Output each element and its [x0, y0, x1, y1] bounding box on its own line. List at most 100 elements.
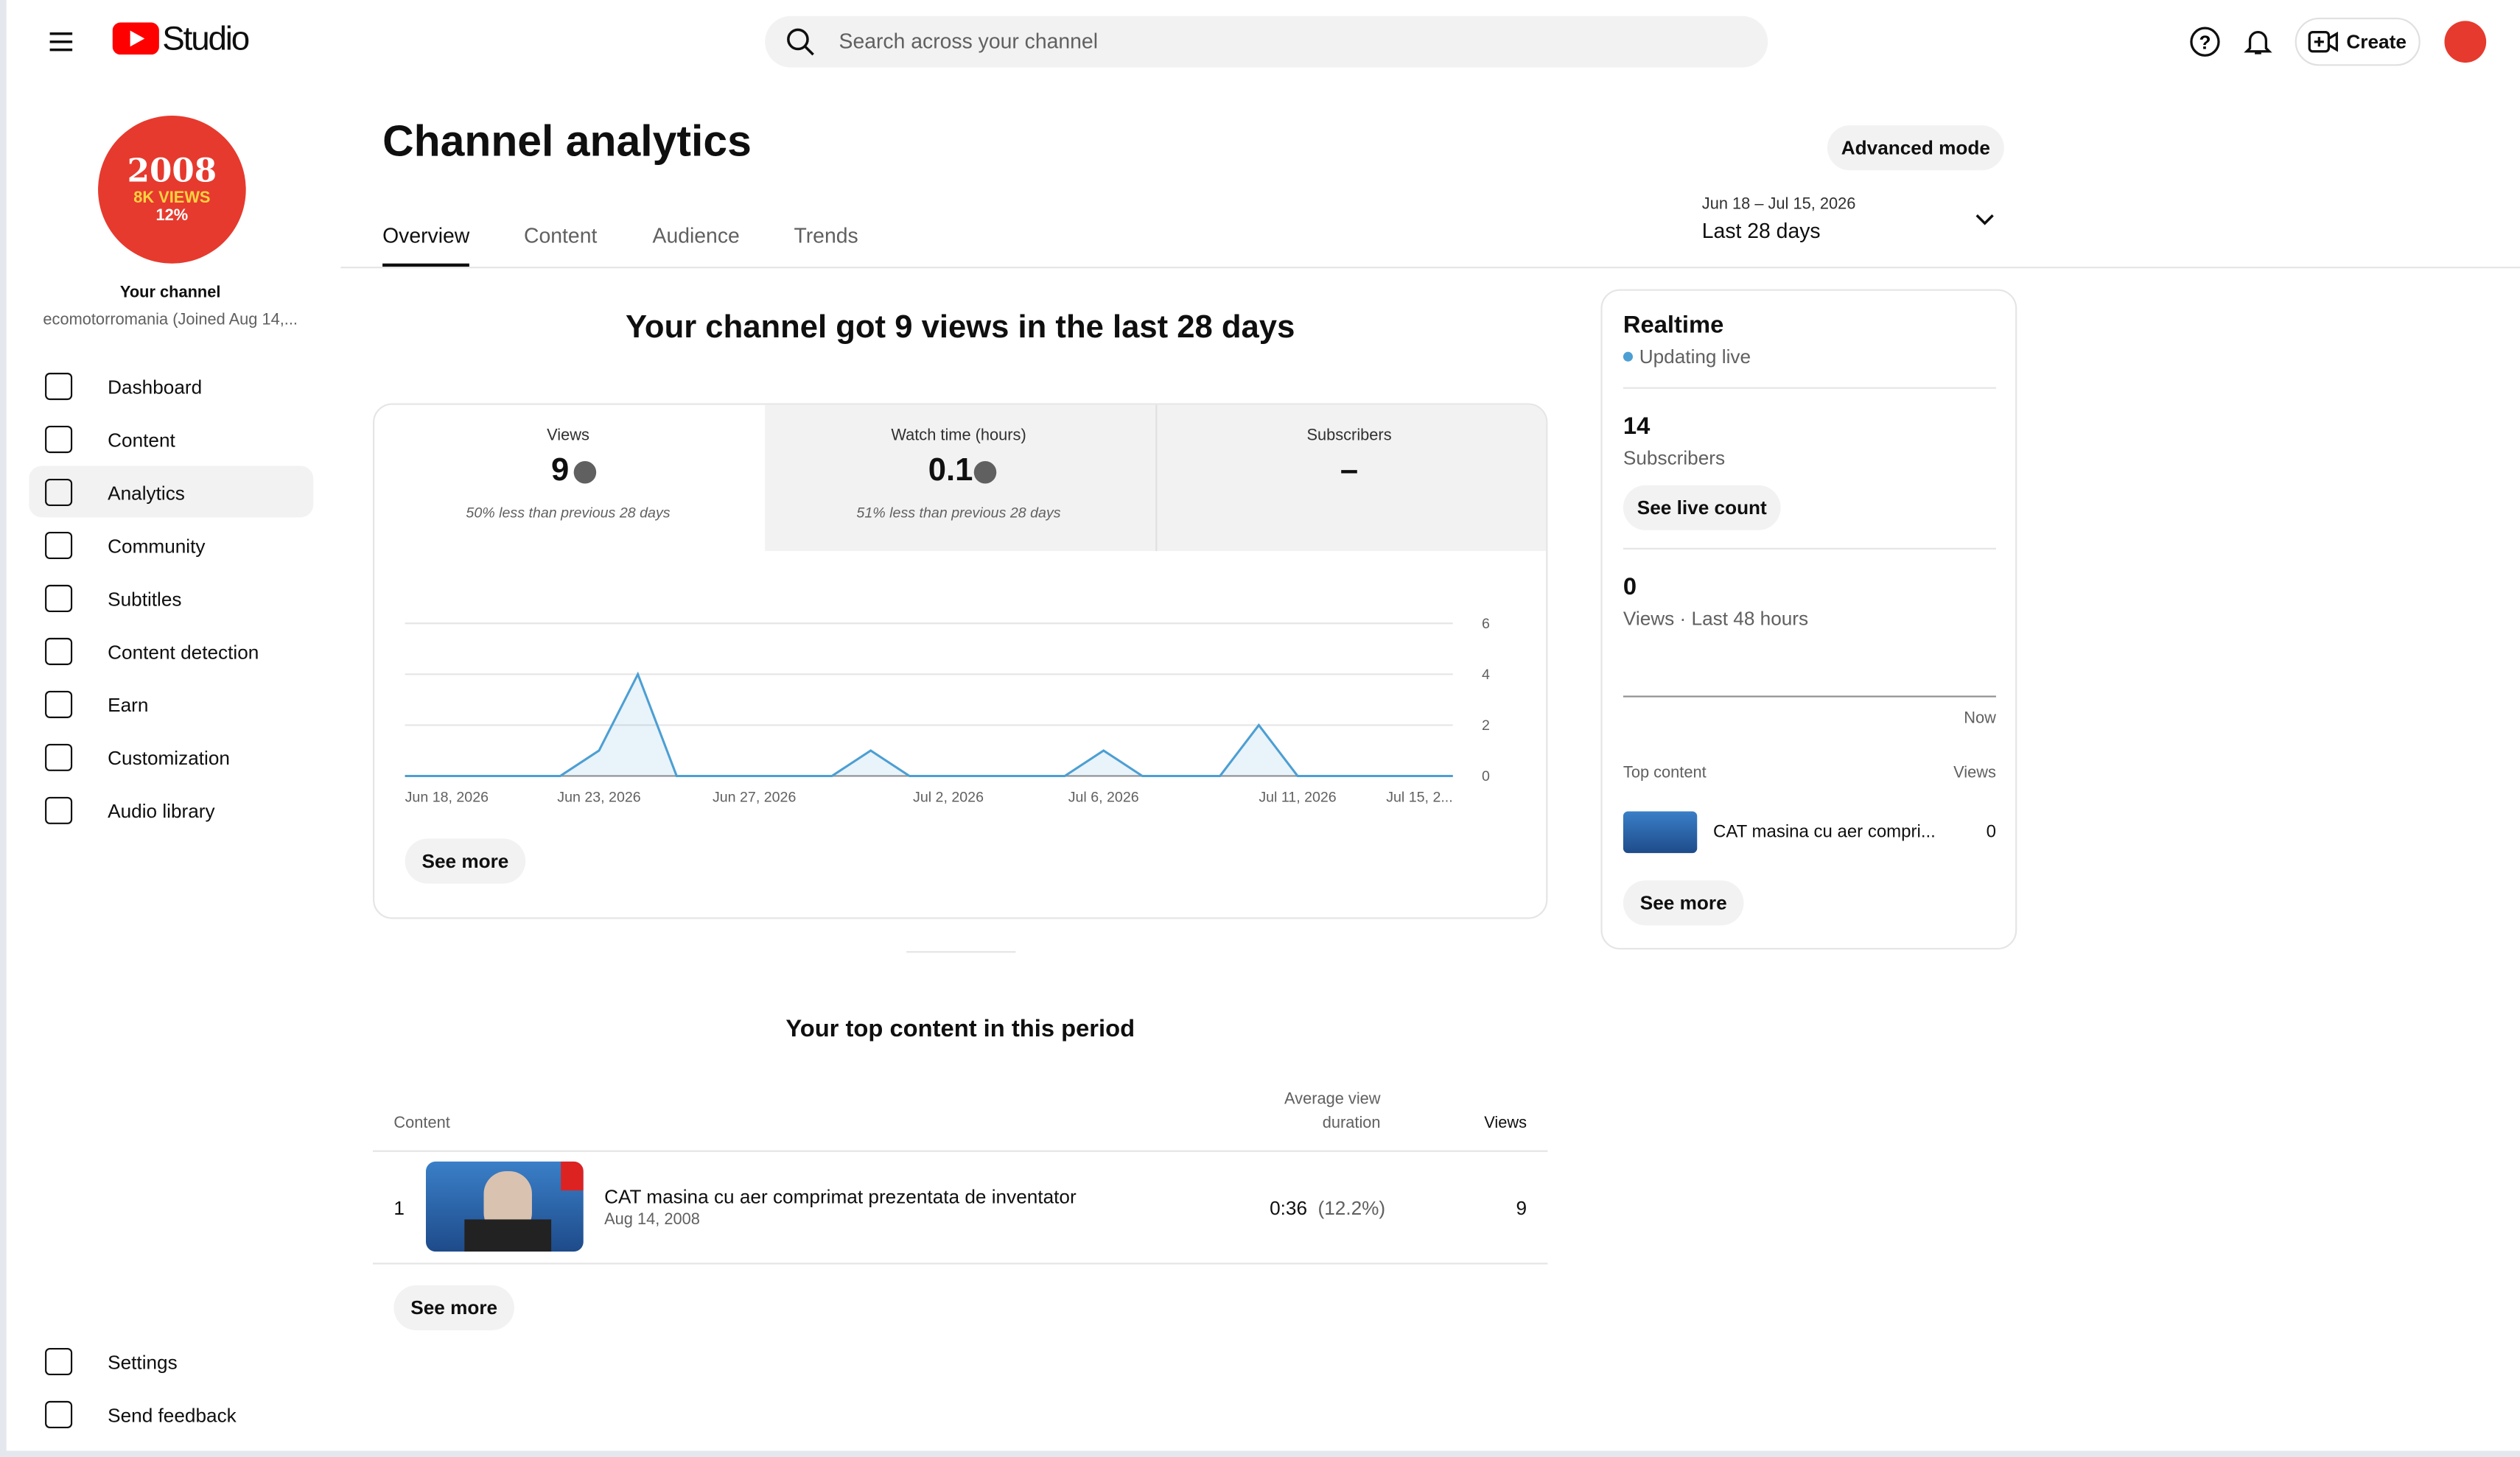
realtime-views-label: Views · Last 48 hours — [1623, 607, 1809, 630]
channel-label: Your channel — [119, 284, 221, 303]
x-tick-label: Jul 11, 2026 — [1259, 789, 1336, 805]
date-range[interactable]: Jun 18 – Jul 15, 2026 — [1701, 196, 1856, 214]
nav-icon[interactable] — [45, 531, 73, 560]
column-header: Content — [393, 1114, 450, 1133]
search-box[interactable] — [765, 15, 1768, 68]
metric-tabs-bg — [765, 404, 1547, 552]
views: 9 — [1516, 1196, 1527, 1220]
nav-item[interactable]: Content detection — [108, 641, 259, 664]
nav-icon[interactable] — [45, 425, 73, 454]
metric-separator — [1155, 404, 1158, 552]
column-header: Average view — [1284, 1090, 1381, 1109]
see-live-count-button[interactable]: See live count — [1623, 485, 1781, 530]
search-icon — [787, 28, 814, 56]
avatar-text: 8K VIEWS — [133, 189, 211, 208]
metric-value[interactable]: – — [1340, 453, 1359, 489]
nav-icon[interactable] — [45, 796, 73, 824]
headline: Your channel got 9 views in the last 28 … — [626, 309, 1295, 345]
divider — [373, 1150, 1548, 1152]
video-title[interactable]: CAT masina cu aer comprimat prezentata d… — [604, 1185, 1077, 1209]
divider — [906, 951, 1016, 953]
period[interactable]: Last 28 days — [1701, 218, 1821, 243]
column-header: Views — [1484, 1114, 1527, 1133]
top-content-label: Top content — [1623, 765, 1707, 783]
top-content-title: Your top content in this period — [785, 1015, 1135, 1043]
tab[interactable]: Audience — [652, 223, 740, 247]
metric-value[interactable]: 9 — [550, 453, 570, 489]
column-header: duration — [1322, 1114, 1381, 1133]
now-label: Now — [1964, 710, 1996, 728]
nav-item[interactable]: Community — [108, 535, 206, 558]
avg-percent: (12.2%) — [1317, 1196, 1386, 1220]
see-more-button[interactable]: See more — [393, 1285, 514, 1330]
metric-label[interactable]: Subscribers — [1306, 427, 1392, 446]
nav-item[interactable]: Send feedback — [108, 1404, 237, 1427]
tab[interactable]: Overview — [382, 223, 470, 247]
nav-icon[interactable] — [45, 1400, 73, 1428]
x-tick-label: Jun 27, 2026 — [713, 789, 796, 805]
nav-icon[interactable] — [45, 743, 73, 771]
nav-icon[interactable] — [45, 584, 73, 612]
brand[interactable]: Studio — [162, 21, 250, 58]
rank: 1 — [393, 1196, 405, 1220]
metric-value[interactable]: 0.1 — [928, 453, 973, 489]
x-tick-label: Jul 2, 2026 — [913, 789, 984, 805]
nav-item[interactable]: Settings — [108, 1351, 178, 1374]
subscriber-count: 14 — [1623, 412, 1651, 440]
nav-item[interactable]: Dashboard — [108, 376, 203, 399]
svg-text:?: ? — [2199, 32, 2211, 54]
see-more-button[interactable]: See more — [1623, 880, 1744, 926]
channel-name: ecomotorromania (Joined Aug 14,... — [43, 312, 298, 330]
divider — [373, 1263, 1548, 1265]
realtime-baseline — [1623, 695, 1996, 698]
nav-icon[interactable] — [45, 690, 73, 718]
nav-item[interactable]: Earn — [108, 694, 149, 717]
nav-item[interactable]: Audio library — [108, 800, 215, 823]
advanced-mode-button[interactable]: Advanced mode — [1827, 125, 2004, 171]
create-icon — [2308, 30, 2338, 53]
overview-card — [373, 403, 1548, 919]
metric-note: 50% less than previous 28 days — [466, 504, 671, 521]
see-more-button[interactable]: See more — [405, 838, 526, 884]
create-button[interactable] — [2295, 17, 2421, 66]
tab[interactable]: Trends — [794, 223, 858, 247]
nav-icon[interactable] — [45, 637, 73, 665]
nav-icon[interactable] — [45, 478, 73, 507]
nav-item[interactable]: Content — [108, 429, 175, 452]
y-tick-label: 0 — [1482, 768, 1490, 784]
y-tick-label: 2 — [1482, 717, 1490, 734]
page-title: Channel analytics — [382, 117, 752, 166]
channel-avatar[interactable]: 2008 8K VIEWS 12% — [98, 116, 246, 264]
logo-icon — [112, 22, 159, 55]
views-chart: 0 2 4 6 Jun 18, 2026 Jun 23, 2026 Jun 27, 2026… — [405, 616, 1490, 805]
notifications-icon[interactable] — [2242, 26, 2275, 58]
video-date: Aug 14, 2008 — [604, 1211, 700, 1229]
metric-label[interactable]: Watch time (hours) — [891, 427, 1026, 446]
line — [405, 671, 1453, 777]
divider — [340, 267, 2520, 269]
dropdown-icon[interactable] — [1973, 209, 1996, 232]
avatar-text: 12% — [155, 207, 189, 225]
avatar-text: 2008 — [127, 151, 217, 190]
realtime-item-title[interactable]: CAT masina cu aer compri... — [1713, 822, 1936, 842]
nav-icon[interactable] — [45, 1347, 73, 1376]
nav-item[interactable]: Customization — [108, 747, 230, 770]
metric-down-icon — [973, 460, 997, 484]
create-label[interactable]: Create — [2346, 30, 2407, 53]
account-avatar[interactable] — [2444, 21, 2487, 63]
nav-item[interactable]: Analytics — [108, 482, 185, 505]
tab[interactable]: Content — [524, 223, 598, 247]
menu-icon[interactable] — [48, 29, 74, 55]
x-tick-label: Jun 18, 2026 — [405, 789, 489, 805]
thumbnail[interactable] — [425, 1161, 584, 1252]
metric-note: 51% less than previous 28 days — [856, 504, 1061, 521]
views-column-label: Views — [1953, 765, 1996, 783]
nav-icon[interactable] — [45, 373, 73, 401]
help-icon[interactable]: ? — [2189, 26, 2222, 58]
metric-label[interactable]: Views — [547, 427, 589, 446]
y-tick-label: 6 — [1482, 616, 1490, 632]
nav-item[interactable]: Subtitles — [108, 588, 182, 611]
thumbnail[interactable] — [1623, 811, 1698, 854]
search-placeholder[interactable]: Search across your channel — [839, 29, 1099, 53]
